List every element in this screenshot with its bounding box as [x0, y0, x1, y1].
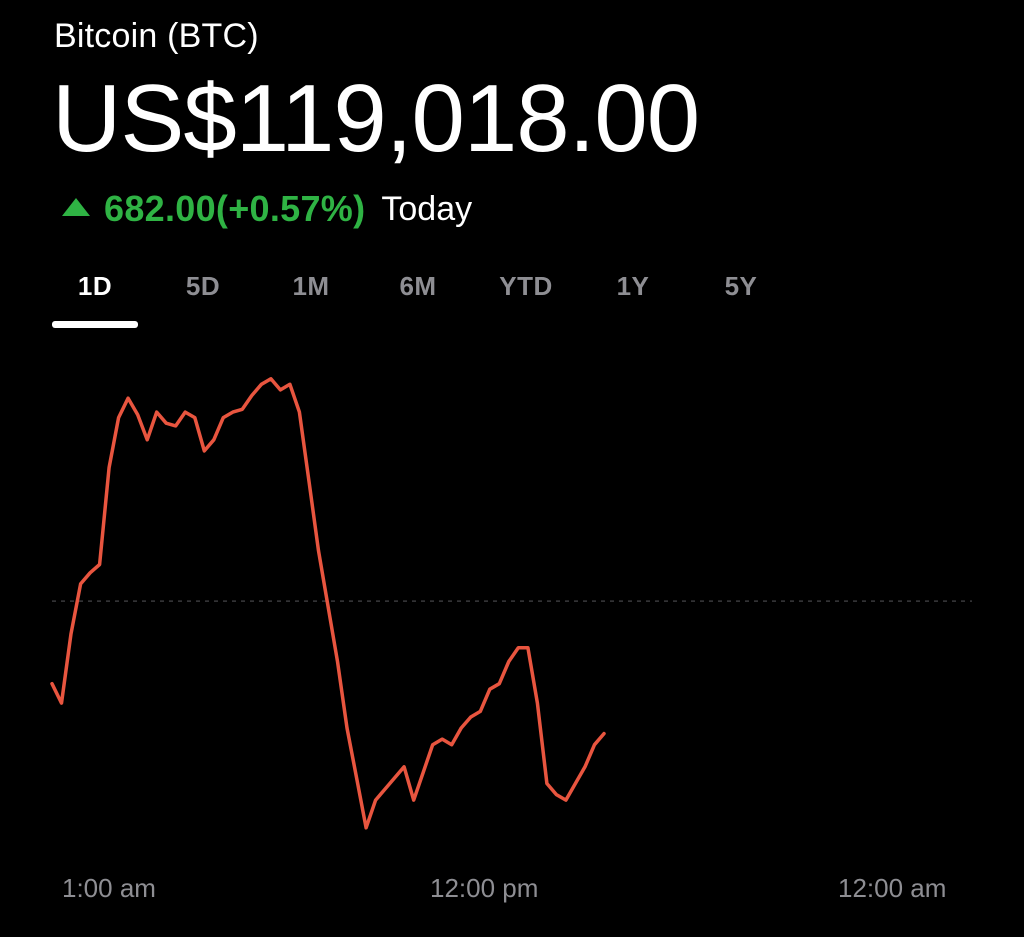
- x-tick-label-end: 12:00 am: [838, 873, 947, 903]
- price-change-value: 682.00(+0.57%): [104, 188, 366, 229]
- asset-name: Bitcoin (BTC): [54, 17, 259, 55]
- x-tick-label-start: 1:00 am: [62, 873, 156, 903]
- time-range-tabs: 1D 5D 1M 6M YTD 1Y 5Y: [52, 262, 812, 332]
- x-tick-label-mid: 12:00 pm: [430, 873, 539, 903]
- tab-1m[interactable]: 1M: [292, 271, 330, 301]
- x-axis-labels: 1:00 am 12:00 pm 12:00 am: [0, 866, 1024, 910]
- tab-ytd[interactable]: YTD: [499, 271, 553, 301]
- price-change-period: Today: [381, 189, 473, 228]
- triangle-up-icon: [62, 198, 90, 216]
- tab-5d[interactable]: 5D: [185, 271, 221, 301]
- tab-5y[interactable]: 5Y: [724, 271, 758, 301]
- active-tab-indicator: [52, 321, 138, 328]
- price-chart[interactable]: [0, 340, 1024, 850]
- tab-1y[interactable]: 1Y: [616, 271, 650, 301]
- price-change-row: 682.00(+0.57%) Today: [62, 186, 472, 232]
- tab-1d[interactable]: 1D: [77, 271, 113, 301]
- tab-6m[interactable]: 6M: [399, 271, 437, 301]
- current-price: US$119,018.00: [52, 65, 700, 172]
- price-line-series: [50, 377, 606, 830]
